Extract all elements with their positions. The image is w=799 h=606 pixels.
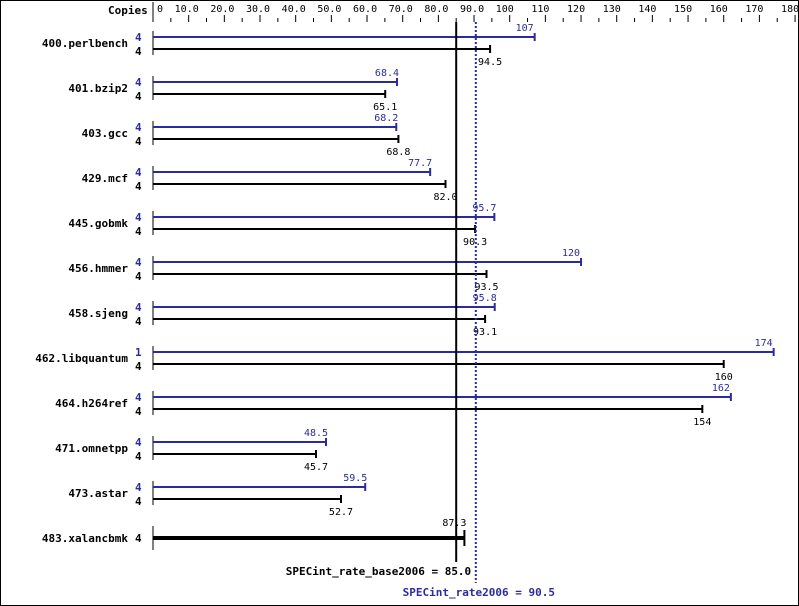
peak-copies: 4 [135,436,142,449]
base-copies: 4 [135,495,142,508]
x-tick-label: 180 [781,4,799,15]
benchmark-row: 473.astar 44 59.5 52.7 [68,473,367,518]
benchmark-row: 483.xalancbmk 4 87.3 [42,518,466,550]
x-tick-label: 60.0 [353,4,377,15]
base-value-label: 82.0 [433,192,457,203]
benchmark-label: 483.xalancbmk [42,532,128,545]
x-tick-label: 130 [603,4,621,15]
benchmark-label: 456.hmmer [68,262,128,275]
benchmark-row: 458.sjeng 44 95.8 93.1 [68,293,497,338]
benchmark-label: 462.libquantum [35,352,128,365]
peak-value-label: 68.4 [375,68,399,79]
peak-copies: 1 [135,346,142,359]
benchmark-row: 429.mcf 44 77.7 82.0 [82,158,458,203]
benchmark-label: 400.perlbench [42,37,128,50]
peak-value-label: 162 [712,383,730,394]
x-tick-label: 90.0 [460,4,484,15]
x-tick-label: 140 [638,4,656,15]
benchmark-label: 473.astar [68,487,128,500]
benchmark-label: 464.h264ref [55,397,128,410]
base-value-label: 160 [715,372,733,383]
x-tick-label: 100 [496,4,514,15]
peak-copies: 4 [135,31,142,44]
peak-copies: 4 [135,391,142,404]
base-copies: 4 [135,532,142,545]
x-tick-label: 40.0 [282,4,306,15]
peak-copies: 4 [135,76,142,89]
peak-copies: 4 [135,121,142,134]
x-tick-label: 10.0 [175,4,199,15]
base-value-label: 93.5 [474,282,498,293]
x-tick-label: 30.0 [246,4,270,15]
benchmark-row: 403.gcc 44 68.2 68.8 [82,113,411,158]
benchmark-label: 429.mcf [82,172,128,185]
peak-value-label: 120 [562,248,580,259]
x-tick-label: 120 [567,4,585,15]
peak-value-label: 68.2 [374,113,398,124]
base-value-label: 94.5 [478,57,502,68]
x-tick-label: 50.0 [317,4,341,15]
x-tick-label: 170 [745,4,763,15]
base-value-label: 52.7 [329,507,353,518]
base-copies: 4 [135,270,142,283]
peak-value-label: 77.7 [408,158,432,169]
benchmark-label: 471.omnetpp [55,442,128,455]
base-value-label: 68.8 [386,147,410,158]
base-value-label: 65.1 [373,102,397,113]
base-value-label: 93.1 [473,327,497,338]
base-value-label: 45.7 [304,462,328,473]
benchmark-label: 403.gcc [82,127,128,140]
reference-lines: SPECint_rate_base2006 = 85.0 SPECint_rate… [286,22,555,599]
x-tick-label: 110 [531,4,549,15]
x-tick-label: 160 [710,4,728,15]
peak-copies: 4 [135,211,142,224]
peak-copies: 4 [135,166,142,179]
x-tick-label: 150 [674,4,692,15]
benchmark-row: 462.libquantum 14 174 160 [35,338,775,383]
base-copies: 4 [135,45,142,58]
peak-value-label: 48.5 [304,428,328,439]
base-copies: 4 [135,315,142,328]
peak-value-label: 174 [755,338,773,349]
peak-value-label: 95.7 [472,203,496,214]
peak-value-label: 107 [516,23,534,34]
base-value-label: 87.3 [442,518,466,529]
benchmark-row: 400.perlbench 44 107 94.5 [42,23,536,68]
benchmark-label: 401.bzip2 [68,82,128,95]
x-tick-label: 80.0 [424,4,448,15]
base-copies: 4 [135,180,142,193]
base-copies: 4 [135,90,142,103]
base-copies: 4 [135,405,142,418]
peak-copies: 4 [135,301,142,314]
base-copies: 4 [135,450,142,463]
base-copies: 4 [135,225,142,238]
peak-reference-label: SPECint_rate2006 = 90.5 [403,586,555,599]
benchmark-row: 456.hmmer 44 120 93.5 [68,248,583,293]
x-axis: Copies 0 10.0 20.0 30.0 40.0 50.0 60.0 70.0 80.0 9… [108,2,799,22]
benchmark-label: 445.gobmk [68,217,128,230]
benchmark-label: 458.sjeng [68,307,128,320]
x-tick-label: 0 [157,4,163,15]
base-value-label: 154 [693,417,711,428]
base-copies: 4 [135,135,142,148]
copies-header: Copies [108,4,148,17]
x-tick-label: 20.0 [210,4,234,15]
base-reference-label: SPECint_rate_base2006 = 85.0 [286,565,471,578]
benchmark-row: 471.omnetpp 44 48.5 45.7 [55,428,328,473]
benchmark-row: 464.h264ref 44 162 154 [55,383,732,428]
peak-copies: 4 [135,481,142,494]
peak-value-label: 59.5 [343,473,367,484]
x-tick-label: 70.0 [389,4,413,15]
base-copies: 4 [135,360,142,373]
peak-value-label: 95.8 [473,293,497,304]
benchmark-row: 401.bzip2 44 68.4 65.1 [68,68,399,113]
peak-copies: 4 [135,256,142,269]
